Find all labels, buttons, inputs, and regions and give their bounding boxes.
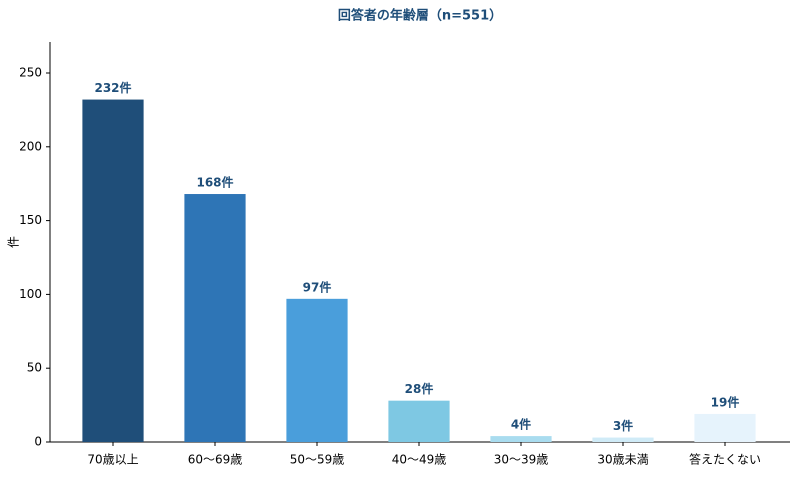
- x-tick-label: 30歳未満: [597, 453, 648, 467]
- chart-title: 回答者の年齢層（n=551）: [338, 8, 502, 24]
- bar: [490, 436, 552, 442]
- bar: [694, 413, 756, 442]
- y-tick-label: 150: [19, 213, 42, 227]
- value-label: 19件: [711, 394, 740, 409]
- bar: [82, 99, 144, 442]
- x-tick-label: 70歳以上: [87, 453, 138, 467]
- bar: [592, 437, 654, 442]
- x-tick-label: 30〜39歳: [494, 453, 549, 467]
- x-tick-label: 答えたくない: [689, 452, 761, 467]
- x-tick-label: 60〜69歳: [188, 453, 243, 467]
- value-label: 28件: [405, 381, 434, 396]
- bar: [286, 298, 348, 442]
- value-label: 4件: [511, 417, 531, 432]
- x-tick-label: 40〜49歳: [392, 453, 447, 467]
- y-tick-label: 50: [27, 361, 42, 375]
- value-label: 97件: [303, 279, 332, 294]
- y-tick-label: 100: [19, 287, 42, 301]
- y-axis-label: 件: [7, 236, 21, 248]
- bar: [388, 400, 450, 442]
- bar: [184, 194, 246, 442]
- value-label: 232件: [94, 80, 131, 95]
- y-tick-label: 0: [34, 435, 42, 449]
- value-label: 3件: [613, 418, 633, 433]
- value-label: 168件: [196, 175, 233, 190]
- x-tick-label: 50〜59歳: [290, 453, 345, 467]
- y-tick-label: 200: [19, 139, 42, 153]
- y-tick-label: 250: [19, 65, 42, 79]
